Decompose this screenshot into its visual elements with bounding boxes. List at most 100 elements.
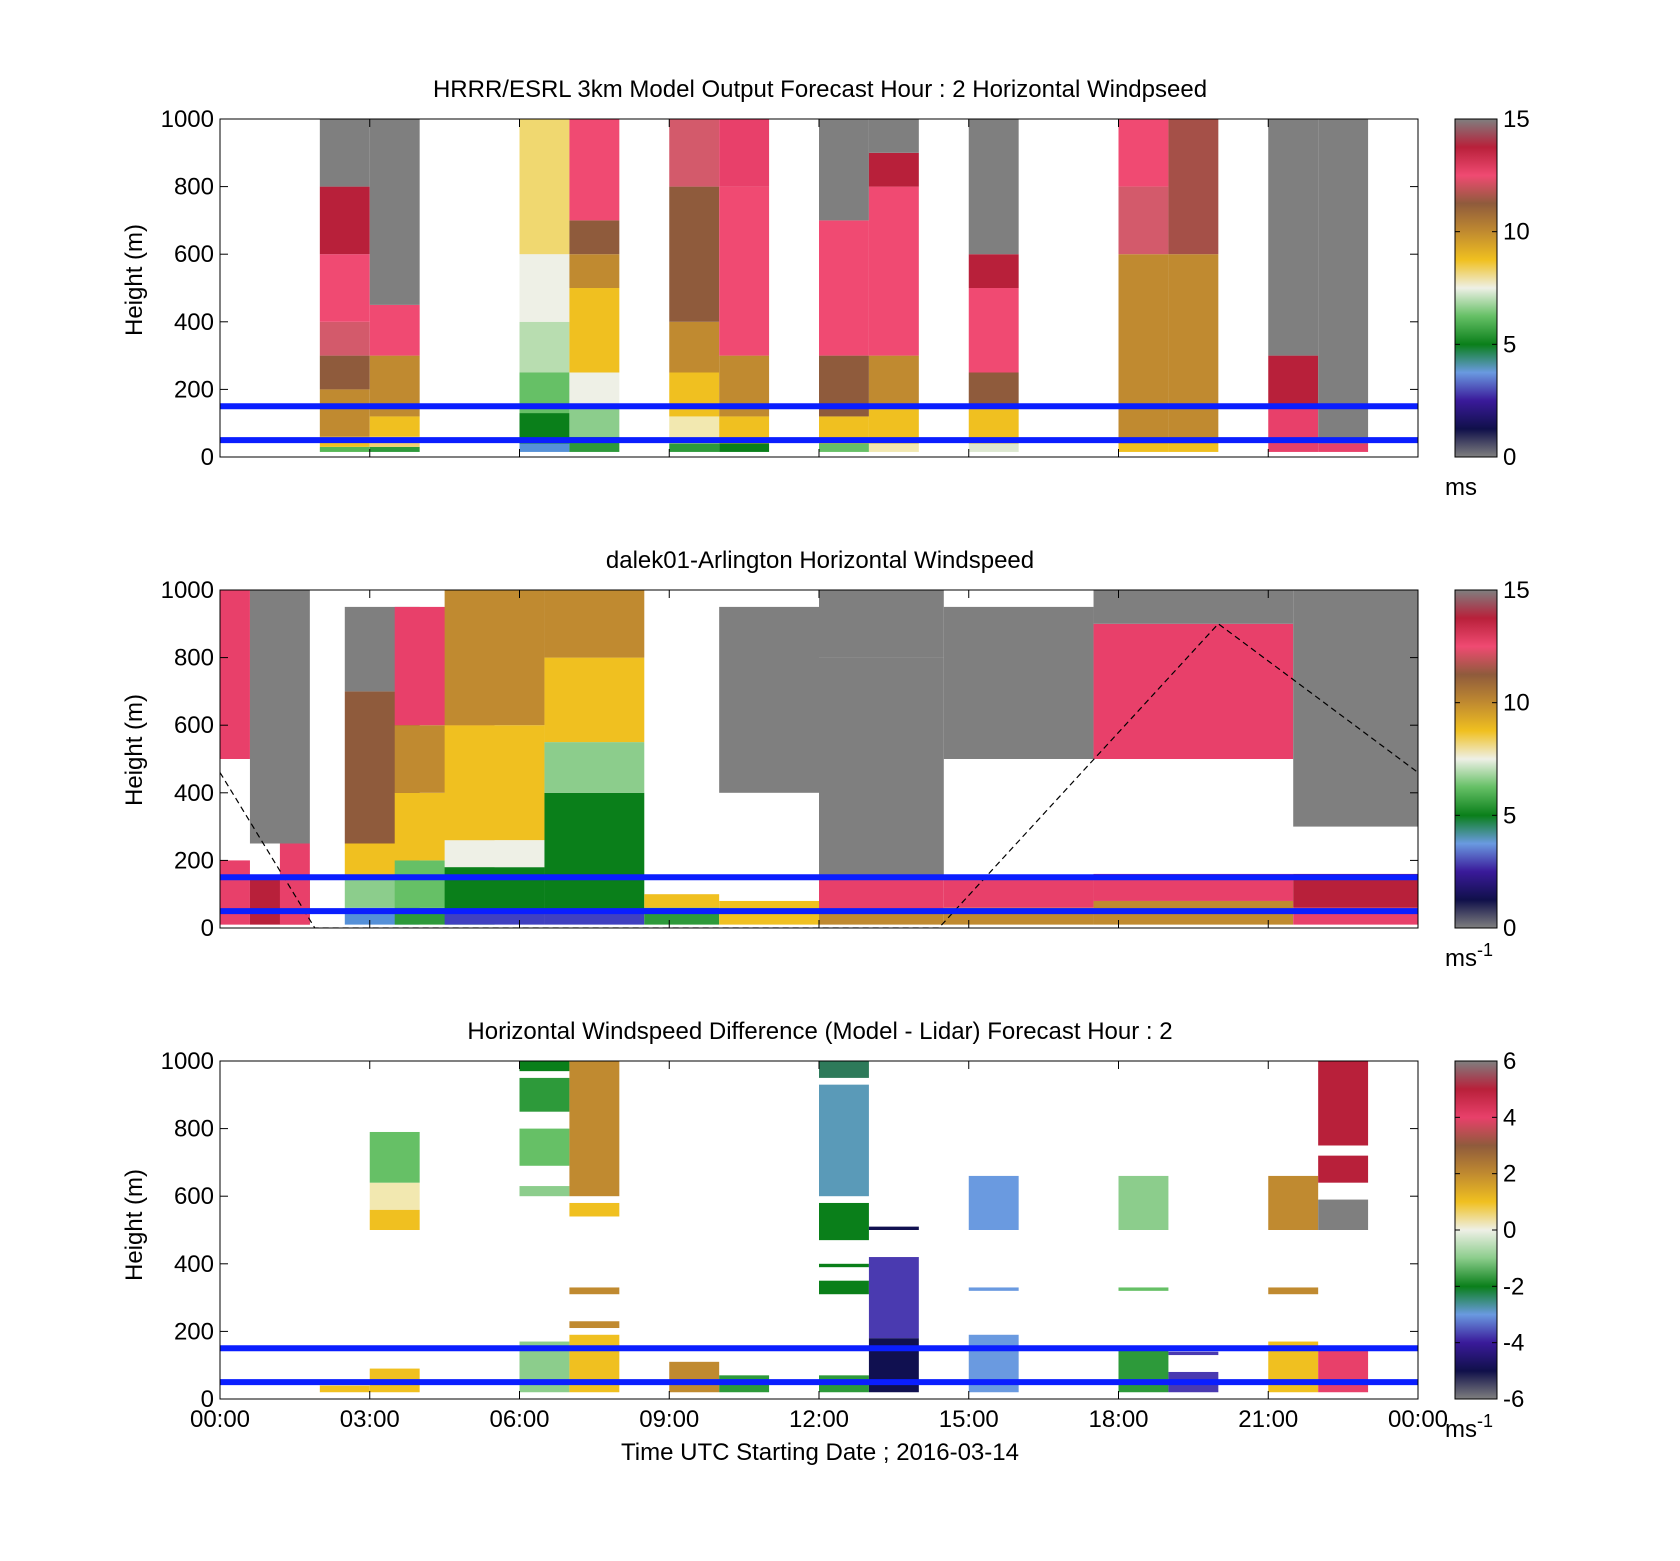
y-tick-label: 400 [174, 780, 214, 807]
heatmap-cell [444, 867, 545, 912]
x-tick-label: 03:00 [340, 1406, 400, 1433]
colorbar-scale [1454, 589, 1498, 929]
heatmap-cell [868, 1226, 919, 1230]
heatmap-cell [544, 590, 645, 658]
heatmap-cell [819, 911, 944, 925]
heatmap-cell [319, 186, 370, 255]
heatmap-cell [669, 119, 720, 187]
y-axis-label: Height (m) [121, 694, 148, 806]
heatmap-cell [1318, 1061, 1369, 1146]
heatmap-cell [819, 119, 869, 221]
colorbar: 0 5 10 15 ms-1 [1445, 577, 1530, 972]
heatmap-cell [819, 1084, 869, 1197]
heatmap-cell [569, 1061, 620, 1197]
heatmap-cell [569, 406, 620, 437]
heatmap-cell [319, 446, 370, 452]
colorbar-tick-label: -2 [1503, 1273, 1524, 1300]
colorbar-tick-label: 6 [1503, 1048, 1516, 1075]
heatmap-cell [444, 840, 545, 868]
colorbar-unit: ms [1445, 474, 1477, 501]
heatmap-cell [819, 1263, 869, 1268]
heatmap-cell [1268, 406, 1319, 452]
heatmap-cell [544, 792, 645, 912]
colorbar-tick-label: 5 [1503, 802, 1516, 829]
heatmap-cell [1168, 119, 1219, 255]
heatmap-cell [943, 877, 1094, 908]
heatmap-cell [968, 288, 1019, 373]
heatmap-cell [968, 1175, 1019, 1230]
heatmap-cell [319, 119, 370, 187]
heatmap-cell [1168, 1351, 1219, 1356]
heatmap-cell [1318, 1155, 1369, 1183]
y-tick-label: 0 [201, 1386, 214, 1413]
heatmap-cell [519, 321, 570, 373]
heatmap-cell [519, 1061, 570, 1072]
heatmap-cell [569, 372, 620, 407]
heatmap-cell [1318, 119, 1369, 444]
heatmap-cell [369, 1209, 420, 1230]
heatmap-cell [544, 911, 645, 925]
heatmap-cell [369, 416, 420, 437]
heatmap-cell [968, 119, 1019, 255]
heatmap-cell [1118, 1175, 1169, 1230]
y-tick-label: 800 [174, 174, 214, 201]
colorbar: -6 -4 -2 0 2 4 6 ms-1 [1445, 1048, 1524, 1443]
heatmap-cell [719, 443, 770, 452]
colorbar-tick-label: 2 [1503, 1161, 1516, 1188]
heatmap-cell [319, 355, 370, 390]
heatmap-cell [369, 1182, 420, 1210]
heatmap-cell [968, 443, 1019, 452]
y-tick-label: 200 [174, 1318, 214, 1345]
y-tick-label: 1000 [161, 577, 214, 604]
heatmap-cell [719, 119, 770, 187]
axes: 0 200 400 600 800 1000 [161, 577, 1419, 942]
heatmap-cell [369, 304, 420, 356]
heatmap-cell [319, 321, 370, 356]
heatmap-cells [319, 1061, 1369, 1393]
heatmap-cell [1168, 254, 1219, 444]
colorbar-tick-label: 10 [1503, 219, 1530, 246]
reference-lines [220, 403, 1418, 444]
x-tick-label: 18:00 [1088, 1406, 1148, 1433]
colorbar-tick-label: 4 [1503, 1104, 1516, 1131]
x-tick-label: 06:00 [489, 1406, 549, 1433]
colorbar-tick-label: -4 [1503, 1330, 1524, 1357]
heatmap-cell [519, 443, 570, 452]
colorbar-unit: ms-1 [1445, 1411, 1493, 1443]
colorbar-tick-label: 0 [1503, 915, 1516, 942]
heatmap-cell [819, 657, 944, 878]
heatmap-cell [519, 1077, 570, 1112]
colorbar-scale [1454, 1060, 1498, 1400]
heatmap-cell [1268, 1287, 1319, 1295]
heatmap-cell [519, 119, 570, 255]
heatmap-cell [1318, 1348, 1369, 1393]
heatmap-cell [1268, 355, 1319, 407]
heatmap-cell [1168, 443, 1219, 452]
heatmap-cell [569, 119, 620, 221]
y-axis-label: Height (m) [121, 224, 148, 336]
heatmap-cell [669, 1361, 720, 1393]
axes: 0 200 400 600 800 1000 [161, 106, 1419, 471]
x-tick-label: 00:00 [190, 1406, 250, 1433]
heatmap-cell [569, 1287, 620, 1295]
panel-title: Horizontal Windspeed Difference (Model -… [467, 1018, 1172, 1045]
heatmap-cells [220, 590, 1418, 925]
heatmap-cell [968, 1287, 1019, 1291]
panel-title: dalek01-Arlington Horizontal Windspeed [606, 547, 1034, 574]
heatmap-cell [1118, 443, 1169, 452]
heatmap-cell [719, 674, 819, 793]
heatmap-cell [868, 119, 919, 153]
colorbar-tick-label: 0 [1503, 444, 1516, 471]
heatmap-cell [819, 1202, 869, 1241]
heatmap-cell [369, 446, 420, 452]
heatmap-cell [1318, 1199, 1369, 1230]
x-tick-label: 21:00 [1238, 1406, 1298, 1433]
heatmap-cell [1118, 119, 1169, 187]
panel-difference: Horizontal Windspeed Difference (Model -… [121, 1018, 1524, 1466]
heatmap-cell [644, 894, 720, 908]
colorbar-tick-label: 15 [1503, 577, 1530, 604]
heatmap-cell [1268, 119, 1319, 356]
x-tick-label: 12:00 [789, 1406, 849, 1433]
heatmap-cell [369, 1131, 420, 1183]
heatmap-cell [319, 254, 370, 322]
